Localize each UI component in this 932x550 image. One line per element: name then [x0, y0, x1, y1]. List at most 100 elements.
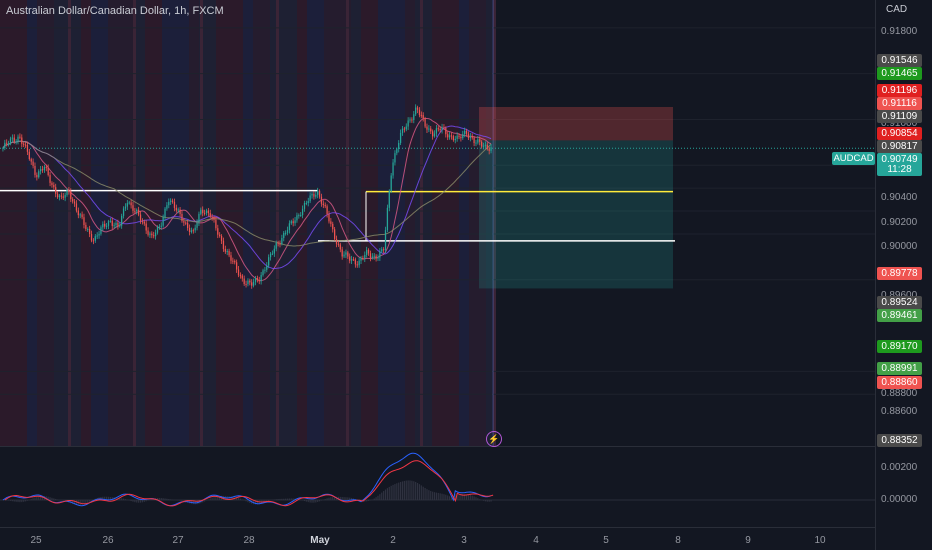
candle: [219, 234, 221, 236]
candle: [384, 230, 387, 251]
session-band: [199, 0, 216, 446]
session-band: [91, 0, 108, 446]
price-label: 0.91546: [877, 54, 922, 67]
candle: [364, 254, 366, 259]
time-tick: 9: [745, 535, 751, 546]
candle: [332, 223, 334, 230]
candle: [479, 139, 481, 142]
candle: [49, 175, 51, 183]
session-band: [0, 0, 10, 446]
price-tick: 0.89600: [881, 290, 917, 301]
candle: [23, 143, 25, 145]
candle: [401, 128, 404, 133]
candle: [260, 275, 262, 282]
lightning-icon[interactable]: ⚡: [486, 431, 502, 447]
candle: [254, 278, 257, 282]
candle: [390, 175, 392, 192]
candle: [134, 210, 136, 212]
price-label: 0.91109: [877, 110, 922, 123]
pane-divider[interactable]: [0, 446, 875, 447]
candle: [66, 190, 68, 195]
candle: [367, 249, 370, 254]
candle: [36, 174, 38, 178]
target-zone: [479, 140, 673, 289]
session-band: [469, 0, 486, 446]
time-tick: 5: [603, 535, 609, 546]
candle: [309, 195, 311, 202]
candle: [220, 235, 223, 241]
candle: [205, 210, 208, 213]
candle: [482, 145, 485, 147]
price-label: 0.90854: [877, 127, 922, 140]
time-tick: 3: [461, 535, 467, 546]
candle: [119, 225, 121, 227]
horizontal-levels[interactable]: [0, 189, 675, 242]
session-band: [118, 0, 135, 446]
short-position-tool[interactable]: [479, 106, 673, 289]
candle: [43, 166, 46, 171]
candle: [130, 202, 132, 206]
candle: [467, 133, 470, 138]
candle: [94, 236, 96, 241]
candle: [301, 208, 304, 216]
candle: [373, 255, 375, 257]
session-divider: [276, 0, 279, 446]
price-tick: 0.88600: [881, 406, 918, 417]
candle: [341, 249, 343, 257]
candle: [322, 203, 324, 205]
candle: [333, 229, 336, 239]
candle: [347, 252, 349, 257]
candle: [104, 223, 106, 227]
candle: [345, 252, 347, 255]
candle: [203, 212, 206, 214]
macd-oscillator: [0, 452, 875, 507]
candle: [171, 200, 174, 202]
candle: [34, 165, 36, 175]
candle: [183, 221, 185, 223]
candle: [88, 228, 91, 234]
candle: [256, 278, 259, 281]
candle: [154, 232, 157, 237]
candle: [300, 215, 302, 217]
candle: [354, 259, 357, 265]
candle: [335, 238, 338, 244]
candle: [305, 202, 308, 204]
candle: [320, 196, 323, 204]
candle: [292, 221, 294, 224]
session-band: [388, 0, 405, 446]
candle: [356, 264, 358, 266]
candle: [358, 260, 360, 266]
oscillator-tick: 0.00000: [881, 494, 918, 505]
candle: [79, 214, 81, 216]
price-label: 0.88991: [877, 362, 922, 375]
price-label: 0.88860: [877, 376, 922, 389]
candle: [168, 201, 170, 206]
candle: [188, 227, 191, 233]
candle: [318, 190, 321, 197]
candle: [381, 249, 383, 252]
candle: [96, 235, 98, 237]
session-band: [486, 0, 492, 446]
candle: [68, 190, 70, 192]
candle: [488, 148, 490, 151]
session-divider: [346, 0, 349, 446]
candle: [286, 230, 289, 233]
candle: [186, 222, 189, 228]
candle: [179, 209, 181, 214]
candle: [399, 132, 402, 143]
signal-line: [4, 460, 494, 507]
candle: [111, 220, 113, 226]
candle: [207, 210, 210, 214]
candle: [117, 222, 119, 227]
session-band: [297, 0, 307, 446]
candle: [405, 126, 407, 130]
candle: [303, 203, 306, 209]
candle: [352, 259, 355, 261]
candle: [307, 201, 309, 203]
candle: [13, 137, 15, 142]
candle: [173, 201, 176, 208]
candle: [382, 249, 385, 251]
candle: [268, 257, 270, 266]
candle: [277, 242, 279, 244]
